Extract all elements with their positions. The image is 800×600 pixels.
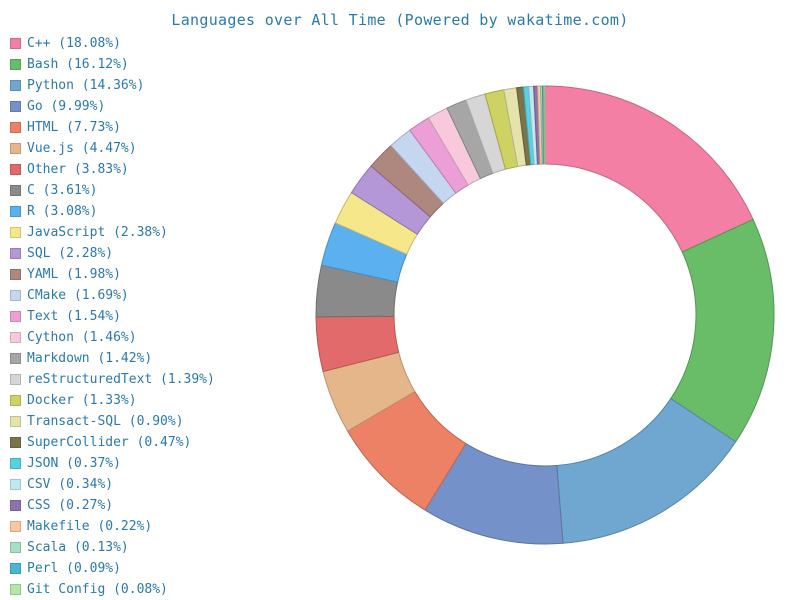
slice-c-[interactable]	[544, 85, 754, 253]
legend-swatch	[10, 290, 21, 301]
legend-item[interactable]: C (3.61%)	[10, 180, 215, 201]
legend-swatch	[10, 101, 21, 112]
legend-label: Other (3.83%)	[27, 162, 129, 177]
legend-swatch	[10, 164, 21, 175]
legend-swatch	[10, 374, 21, 385]
legend-item[interactable]: Text (1.54%)	[10, 306, 215, 327]
legend-swatch	[10, 500, 21, 511]
legend-label: Perl (0.09%)	[27, 561, 121, 576]
legend-item[interactable]: CSV (0.34%)	[10, 474, 215, 495]
legend-label: Go (9.99%)	[27, 99, 106, 114]
legend-swatch	[10, 206, 21, 217]
legend-item[interactable]: reStructuredText (1.39%)	[10, 369, 215, 390]
legend-item[interactable]: JavaScript (2.38%)	[10, 222, 215, 243]
legend-swatch	[10, 395, 21, 406]
legend-label: CSV (0.34%)	[27, 477, 114, 492]
legend-item[interactable]: YAML (1.98%)	[10, 264, 215, 285]
legend-swatch	[10, 542, 21, 553]
slice-git-config[interactable]	[543, 85, 546, 165]
legend-swatch	[10, 227, 21, 238]
legend-label: YAML (1.98%)	[27, 267, 121, 282]
legend-item[interactable]: Transact-SQL (0.90%)	[10, 411, 215, 432]
legend-item[interactable]: SuperCollider (0.47%)	[10, 432, 215, 453]
legend-label: Bash (16.12%)	[27, 57, 129, 72]
legend-swatch	[10, 143, 21, 154]
legend-item[interactable]: Go (9.99%)	[10, 96, 215, 117]
legend-item[interactable]: Markdown (1.42%)	[10, 348, 215, 369]
legend-swatch	[10, 437, 21, 448]
legend-swatch	[10, 521, 21, 532]
legend-label: C++ (18.08%)	[27, 36, 121, 51]
legend-item[interactable]: Other (3.83%)	[10, 159, 215, 180]
legend-item[interactable]: CMake (1.69%)	[10, 285, 215, 306]
legend-label: HTML (7.73%)	[27, 120, 121, 135]
chart-legend: C++ (18.08%) Bash (16.12%) Python (14.36%)…	[10, 33, 215, 600]
legend-swatch	[10, 185, 21, 196]
legend-item[interactable]: CSS (0.27%)	[10, 495, 215, 516]
legend-label: Markdown (1.42%)	[27, 351, 153, 366]
legend-label: Python (14.36%)	[27, 78, 145, 93]
legend-label: R (3.08%)	[27, 204, 98, 219]
legend-swatch	[10, 458, 21, 469]
legend-label: Text (1.54%)	[27, 309, 121, 324]
legend-label: SuperCollider (0.47%)	[27, 435, 192, 450]
legend-label: JSON (0.37%)	[27, 456, 121, 471]
chart-title: Languages over All Time (Powered by waka…	[171, 11, 629, 29]
legend-swatch	[10, 332, 21, 343]
legend-label: Scala (0.13%)	[27, 540, 129, 555]
legend-item[interactable]: JSON (0.37%)	[10, 453, 215, 474]
legend-label: CMake (1.69%)	[27, 288, 129, 303]
legend-swatch	[10, 122, 21, 133]
legend-swatch	[10, 80, 21, 91]
legend-item[interactable]: Scala (0.13%)	[10, 537, 215, 558]
legend-swatch	[10, 479, 21, 490]
legend-swatch	[10, 416, 21, 427]
legend-label: Cython (1.46%)	[27, 330, 137, 345]
legend-swatch	[10, 269, 21, 280]
legend-swatch	[10, 38, 21, 49]
legend-label: C (3.61%)	[27, 183, 98, 198]
donut-slices	[315, 85, 775, 545]
legend-item[interactable]: Vue.js (4.47%)	[10, 138, 215, 159]
legend-item[interactable]: Docker (1.33%)	[10, 390, 215, 411]
legend-swatch	[10, 584, 21, 595]
legend-item[interactable]: Perl (0.09%)	[10, 558, 215, 579]
legend-swatch	[10, 563, 21, 574]
legend-item[interactable]: HTML (7.73%)	[10, 117, 215, 138]
legend-swatch	[10, 353, 21, 364]
legend-swatch	[10, 248, 21, 259]
legend-label: Transact-SQL (0.90%)	[27, 414, 184, 429]
legend-label: Git Config (0.08%)	[27, 582, 168, 597]
legend-swatch	[10, 311, 21, 322]
legend-item[interactable]: R (3.08%)	[10, 201, 215, 222]
legend-label: Docker (1.33%)	[27, 393, 137, 408]
legend-item[interactable]: Cython (1.46%)	[10, 327, 215, 348]
legend-item[interactable]: C++ (18.08%)	[10, 33, 215, 54]
legend-label: Makefile (0.22%)	[27, 519, 153, 534]
legend-item[interactable]: Python (14.36%)	[10, 75, 215, 96]
legend-item[interactable]: SQL (2.28%)	[10, 243, 215, 264]
donut-chart	[315, 85, 775, 545]
legend-label: JavaScript (2.38%)	[27, 225, 168, 240]
legend-item[interactable]: Bash (16.12%)	[10, 54, 215, 75]
legend-label: SQL (2.28%)	[27, 246, 114, 261]
legend-label: reStructuredText (1.39%)	[27, 372, 215, 387]
legend-label: Vue.js (4.47%)	[27, 141, 137, 156]
legend-item[interactable]: Git Config (0.08%)	[10, 579, 215, 600]
legend-label: CSS (0.27%)	[27, 498, 114, 513]
legend-swatch	[10, 59, 21, 70]
legend-item[interactable]: Makefile (0.22%)	[10, 516, 215, 537]
